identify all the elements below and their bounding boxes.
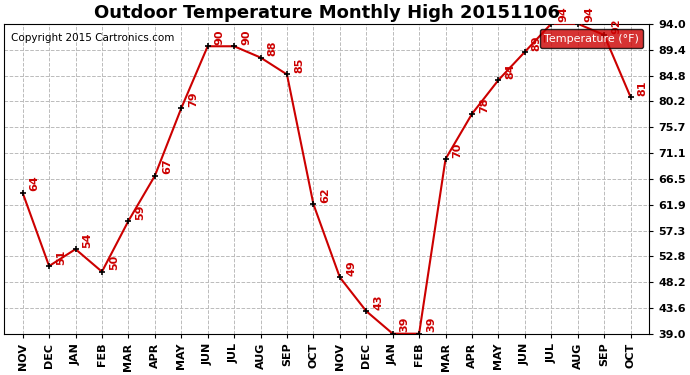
Text: 70: 70: [453, 142, 462, 158]
Text: 84: 84: [505, 63, 515, 79]
Text: Copyright 2015 Cartronics.com: Copyright 2015 Cartronics.com: [10, 33, 174, 43]
Text: 62: 62: [320, 187, 331, 202]
Text: 79: 79: [188, 91, 198, 107]
Title: Outdoor Temperature Monthly High 20151106: Outdoor Temperature Monthly High 2015110…: [94, 4, 560, 22]
Text: 78: 78: [479, 97, 489, 112]
Text: 59: 59: [135, 204, 146, 220]
Text: 67: 67: [161, 159, 172, 174]
Text: 90: 90: [215, 29, 225, 45]
Text: 39: 39: [426, 317, 436, 332]
Text: 39: 39: [400, 317, 410, 332]
Text: 88: 88: [268, 40, 277, 56]
Text: 81: 81: [638, 80, 647, 96]
Text: 64: 64: [30, 176, 39, 191]
Text: 92: 92: [611, 18, 621, 34]
Text: 49: 49: [347, 260, 357, 276]
Text: 90: 90: [241, 29, 251, 45]
Text: 89: 89: [532, 35, 542, 51]
Text: 94: 94: [584, 7, 595, 22]
Text: 50: 50: [109, 255, 119, 270]
Text: 54: 54: [83, 232, 92, 248]
Text: 43: 43: [373, 294, 383, 310]
Legend: Temperature (°F): Temperature (°F): [540, 29, 644, 48]
Text: 85: 85: [294, 58, 304, 73]
Text: 51: 51: [56, 249, 66, 265]
Text: 94: 94: [558, 7, 568, 22]
